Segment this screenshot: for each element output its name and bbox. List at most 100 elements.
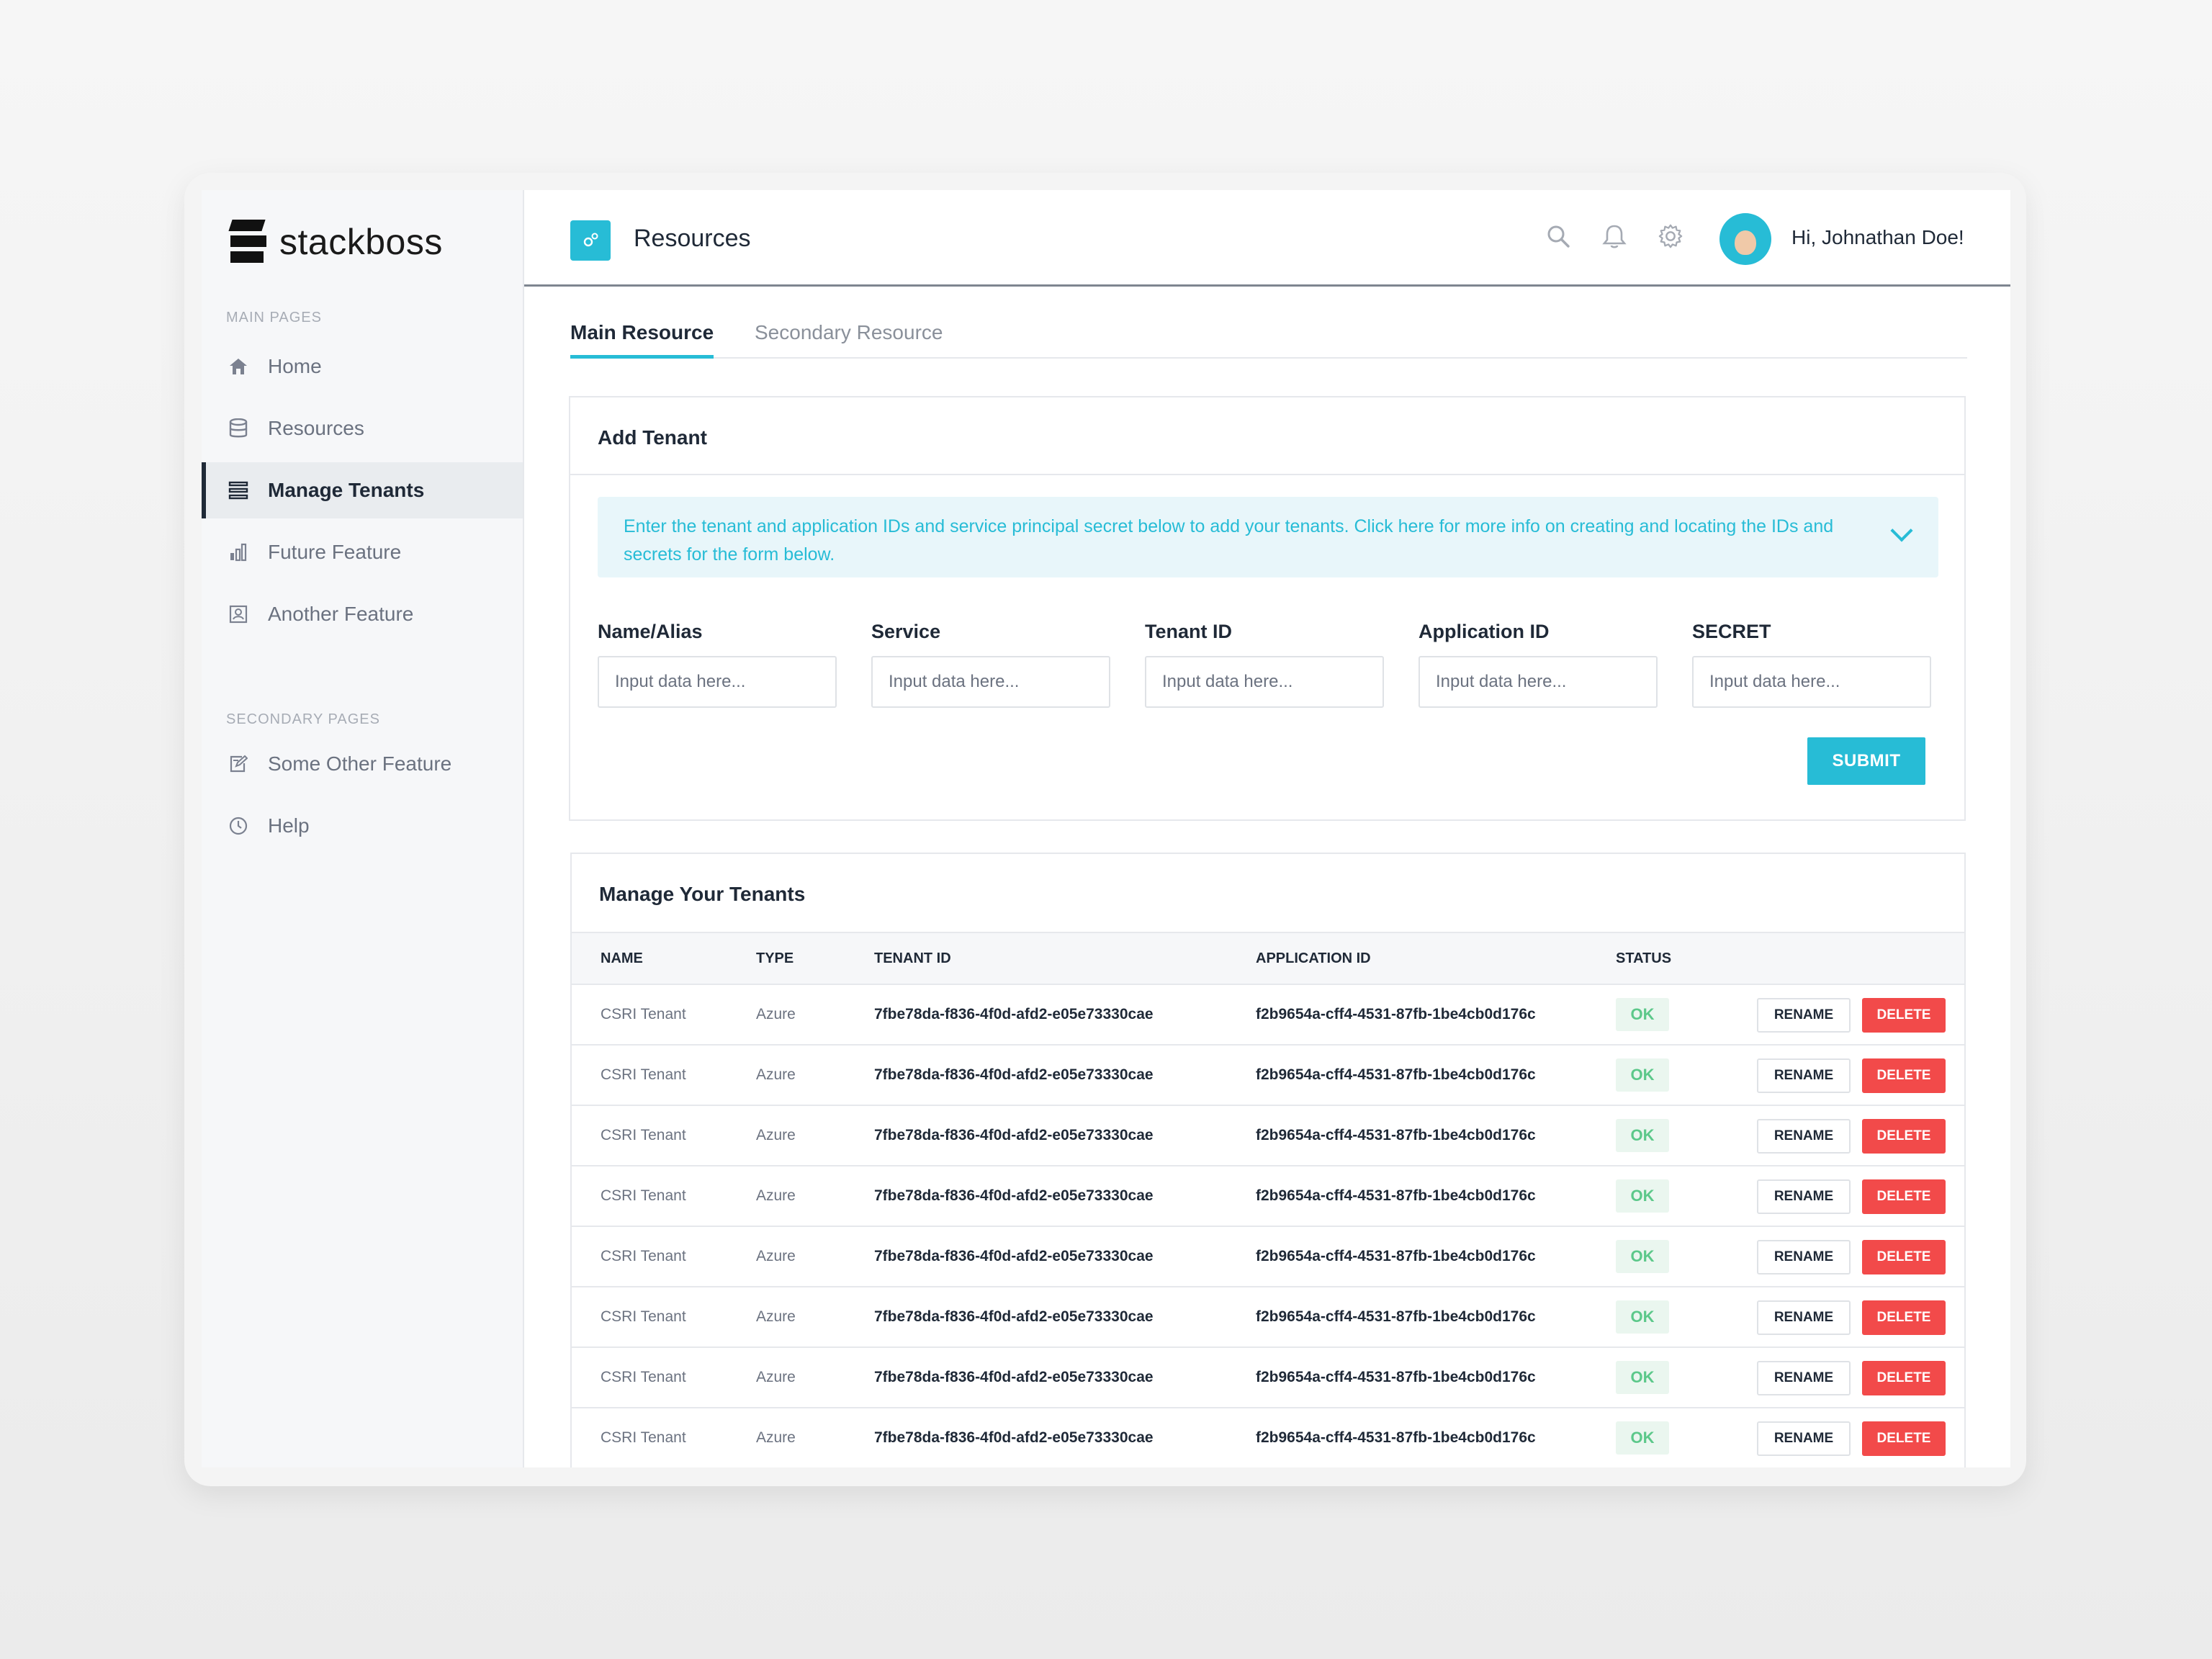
info-text: Enter the tenant and application IDs and… [624,516,1834,565]
rename-button[interactable]: RENAME [1757,998,1851,1033]
rename-button[interactable]: RENAME [1757,1300,1851,1335]
home-icon [228,356,249,377]
sidebar-item-label: Resources [268,417,364,439]
cell-type: Azure [756,1187,796,1204]
secret-field: SECRET [1692,621,1931,708]
gear-icon[interactable] [1658,222,1683,251]
database-icon [228,418,249,439]
search-icon[interactable] [1545,222,1571,251]
table-row: CSRI Tenant Azure 7fbe78da-f836-4f0d-afd… [572,1227,1964,1287]
cell-type: Azure [756,1369,796,1385]
service-field: Service [871,621,1110,708]
submit-button[interactable]: SUBMIT [1807,737,1925,785]
logo[interactable]: stackboss [228,219,443,265]
cell-type: Azure [756,1248,796,1264]
id-card-icon [228,603,249,625]
delete-button[interactable]: DELETE [1862,998,1946,1033]
rename-button[interactable]: RENAME [1757,1361,1851,1395]
tab-main-resource[interactable]: Main Resource [570,321,714,359]
application-id-input[interactable] [1419,656,1658,708]
field-label: Tenant ID [1145,621,1232,642]
info-banner[interactable]: Enter the tenant and application IDs and… [598,497,1938,577]
name-alias-input[interactable] [598,656,837,708]
manage-tenants-card: Manage Your Tenants NAME TYPE TENANT ID … [570,853,1966,1467]
table-row: CSRI Tenant Azure 7fbe78da-f836-4f0d-afd… [572,1348,1964,1408]
top-icons [1545,222,1683,251]
sidebar-item-label: Some Other Feature [268,752,452,775]
sidebar-item-some-other-feature[interactable]: Some Other Feature [202,736,523,792]
delete-button[interactable]: DELETE [1862,1300,1946,1335]
clock-icon [228,815,249,837]
status-badge: OK [1616,1361,1669,1394]
top-bar: Resources Hi, Johnathan Doe! [524,190,2010,287]
cell-name: CSRI Tenant [601,1429,686,1446]
status-badge: OK [1616,1179,1669,1213]
sidebar-item-label: Help [268,814,310,837]
rename-button[interactable]: RENAME [1757,1240,1851,1274]
status-badge: OK [1616,1300,1669,1334]
sidebar-item-home[interactable]: Home [202,338,523,395]
application-id-field: Application ID [1419,621,1658,708]
delete-button[interactable]: DELETE [1862,1361,1946,1395]
column-header-status: STATUS [1616,950,1672,966]
field-label: Application ID [1419,621,1550,642]
secondary-pages-label: SECONDARY PAGES [226,711,380,727]
table-row: CSRI Tenant Azure 7fbe78da-f836-4f0d-afd… [572,1287,1964,1348]
avatar-face-icon [1735,230,1756,255]
cell-application-id: f2b9654a-cff4-4531-87fb-1be4cb0d176c [1256,1187,1536,1204]
user-greeting[interactable]: Hi, Johnathan Doe! [1791,226,1964,248]
tenant-id-input[interactable] [1145,656,1384,708]
service-input[interactable] [871,656,1110,708]
table-row: CSRI Tenant Azure 7fbe78da-f836-4f0d-afd… [572,1166,1964,1227]
delete-button[interactable]: DELETE [1862,1058,1946,1093]
rename-button[interactable]: RENAME [1757,1421,1851,1456]
cell-application-id: f2b9654a-cff4-4531-87fb-1be4cb0d176c [1256,1248,1536,1264]
add-tenant-card: Add Tenant Enter the tenant and applicat… [569,396,1966,821]
cell-tenant-id: 7fbe78da-f836-4f0d-afd2-e05e73330cae [874,1006,1154,1022]
delete-button[interactable]: DELETE [1862,1119,1946,1154]
main-content: Resources Hi, Johnathan Doe! Main Resour… [524,190,2010,1467]
cell-application-id: f2b9654a-cff4-4531-87fb-1be4cb0d176c [1256,1308,1536,1325]
cell-application-id: f2b9654a-cff4-4531-87fb-1be4cb0d176c [1256,1006,1536,1022]
sidebar-item-future-feature[interactable]: Future Feature [202,524,523,580]
rename-button[interactable]: RENAME [1757,1179,1851,1214]
sidebar: stackboss MAIN PAGES Home Resources Mana… [202,190,524,1467]
avatar[interactable] [1719,213,1771,265]
sidebar-item-resources[interactable]: Resources [202,400,523,457]
brand-name: stackboss [279,222,443,262]
gears-icon [570,220,611,261]
sidebar-item-label: Manage Tenants [268,479,425,501]
cell-type: Azure [756,1308,796,1325]
chevron-down-icon[interactable] [1890,519,1913,542]
main-pages-label: MAIN PAGES [226,310,322,325]
table-row: CSRI Tenant Azure 7fbe78da-f836-4f0d-afd… [572,1046,1964,1106]
delete-button[interactable]: DELETE [1862,1421,1946,1456]
name-alias-field: Name/Alias [598,621,837,708]
cell-name: CSRI Tenant [601,1187,686,1204]
secret-input[interactable] [1692,656,1931,708]
table-row: CSRI Tenant Azure 7fbe78da-f836-4f0d-afd… [572,985,1964,1046]
status-badge: OK [1616,1119,1669,1152]
bell-icon[interactable] [1601,222,1627,251]
status-badge: OK [1616,1058,1669,1092]
add-tenant-title: Add Tenant [598,426,707,449]
rename-button[interactable]: RENAME [1757,1119,1851,1154]
column-header-type: TYPE [756,950,794,966]
cell-name: CSRI Tenant [601,1066,686,1083]
sidebar-item-another-feature[interactable]: Another Feature [202,586,523,642]
cell-tenant-id: 7fbe78da-f836-4f0d-afd2-e05e73330cae [874,1429,1154,1446]
cell-name: CSRI Tenant [601,1369,686,1385]
manage-tenants-title: Manage Your Tenants [599,883,806,905]
tab-secondary-resource[interactable]: Secondary Resource [755,321,943,343]
status-badge: OK [1616,1421,1669,1455]
cell-application-id: f2b9654a-cff4-4531-87fb-1be4cb0d176c [1256,1429,1536,1446]
sidebar-item-help[interactable]: Help [202,798,523,854]
delete-button[interactable]: DELETE [1862,1179,1946,1214]
column-header-tenant-id: TENANT ID [874,950,951,966]
rename-button[interactable]: RENAME [1757,1058,1851,1093]
sidebar-item-manage-tenants[interactable]: Manage Tenants [202,462,523,518]
table-row: CSRI Tenant Azure 7fbe78da-f836-4f0d-afd… [572,1106,1964,1166]
delete-button[interactable]: DELETE [1862,1240,1946,1274]
table-header: NAME TYPE TENANT ID APPLICATION ID STATU… [572,932,1964,985]
cell-tenant-id: 7fbe78da-f836-4f0d-afd2-e05e73330cae [874,1369,1154,1385]
